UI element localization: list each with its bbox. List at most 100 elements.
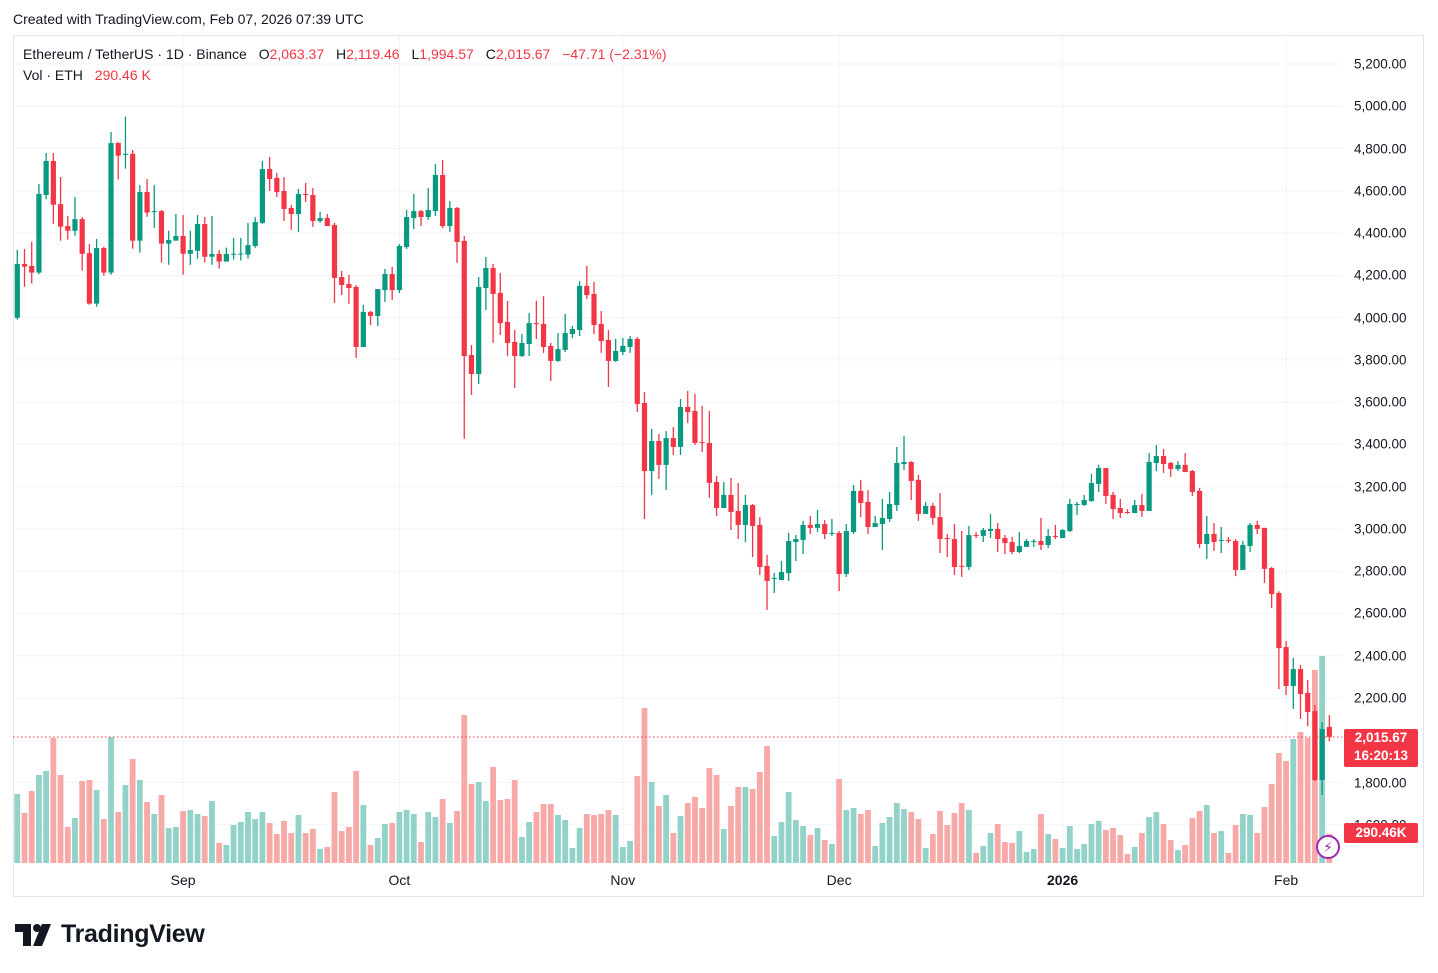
candle[interactable]: [194, 215, 201, 259]
candle[interactable]: [288, 204, 294, 230]
candle[interactable]: [1038, 517, 1044, 551]
candle[interactable]: [1081, 494, 1087, 506]
candle[interactable]: [245, 222, 251, 259]
candle[interactable]: [151, 185, 157, 228]
candle[interactable]: [930, 502, 936, 525]
candle[interactable]: [346, 274, 352, 305]
candle[interactable]: [591, 281, 597, 335]
candle[interactable]: [1132, 499, 1138, 514]
candle[interactable]: [1002, 535, 1008, 555]
candle[interactable]: [814, 509, 821, 533]
candle[interactable]: [1269, 566, 1275, 608]
candle[interactable]: [886, 491, 893, 522]
candle[interactable]: [21, 248, 28, 287]
candle[interactable]: [533, 300, 539, 339]
candle[interactable]: [562, 314, 568, 353]
candle[interactable]: [324, 214, 330, 227]
candle[interactable]: [937, 492, 943, 554]
candle[interactable]: [1031, 539, 1037, 547]
candle[interactable]: [649, 428, 655, 495]
candle[interactable]: [267, 156, 273, 192]
candle[interactable]: [836, 531, 842, 592]
candle[interactable]: [303, 182, 309, 202]
candle[interactable]: [555, 333, 561, 362]
candle[interactable]: [620, 337, 626, 356]
candle[interactable]: [980, 527, 986, 543]
candle[interactable]: [1204, 516, 1210, 559]
candle[interactable]: [1211, 523, 1217, 551]
candle[interactable]: [504, 300, 511, 357]
candle[interactable]: [757, 517, 763, 575]
candle[interactable]: [685, 390, 691, 424]
candle[interactable]: [1233, 539, 1239, 577]
candle[interactable]: [101, 246, 107, 276]
candle[interactable]: [829, 518, 835, 536]
candle[interactable]: [1103, 468, 1109, 504]
candle[interactable]: [223, 247, 229, 262]
candle[interactable]: [901, 435, 907, 470]
candle[interactable]: [1297, 665, 1304, 719]
candle[interactable]: [137, 185, 143, 253]
candle[interactable]: [735, 483, 741, 540]
candle[interactable]: [1023, 539, 1030, 547]
candle[interactable]: [1175, 461, 1181, 472]
candle[interactable]: [1153, 445, 1159, 472]
candle[interactable]: [577, 281, 583, 336]
candle[interactable]: [699, 405, 705, 453]
candle[interactable]: [713, 475, 720, 517]
candle[interactable]: [238, 237, 244, 261]
candle[interactable]: [865, 490, 871, 534]
candle[interactable]: [1319, 722, 1325, 795]
candle[interactable]: [1326, 715, 1332, 742]
candle[interactable]: [519, 334, 525, 357]
candle[interactable]: [1088, 473, 1095, 502]
candle[interactable]: [317, 211, 323, 223]
candle[interactable]: [72, 196, 78, 236]
candle[interactable]: [1096, 464, 1102, 492]
candle[interactable]: [65, 215, 71, 240]
candle[interactable]: [1009, 536, 1015, 555]
candle[interactable]: [879, 498, 885, 551]
candle[interactable]: [418, 210, 424, 227]
candle[interactable]: [641, 391, 648, 519]
candle[interactable]: [548, 342, 554, 381]
candle[interactable]: [36, 184, 42, 275]
candle[interactable]: [656, 434, 662, 480]
candle[interactable]: [778, 561, 785, 581]
candle[interactable]: [915, 475, 922, 521]
candle[interactable]: [627, 335, 633, 353]
candle[interactable]: [122, 116, 129, 169]
candle[interactable]: [1290, 658, 1296, 709]
candle[interactable]: [944, 533, 950, 558]
candle[interactable]: [295, 188, 302, 233]
candle[interactable]: [483, 256, 489, 310]
candle[interactable]: [360, 304, 366, 347]
candle[interactable]: [367, 311, 374, 325]
candle[interactable]: [692, 393, 698, 446]
candle[interactable]: [1254, 520, 1260, 534]
candle[interactable]: [281, 177, 287, 222]
candle[interactable]: [728, 477, 734, 530]
candle[interactable]: [396, 244, 402, 294]
candle[interactable]: [634, 337, 640, 413]
candle[interactable]: [440, 159, 446, 228]
candle[interactable]: [908, 461, 914, 500]
candle[interactable]: [454, 207, 460, 263]
candle[interactable]: [973, 532, 979, 539]
lightning-bolt-icon[interactable]: ⚡: [1316, 835, 1340, 859]
candle[interactable]: [786, 532, 792, 581]
candle[interactable]: [1247, 523, 1253, 552]
candle[interactable]: [987, 513, 994, 539]
candle[interactable]: [605, 330, 612, 387]
candle[interactable]: [800, 520, 806, 555]
candle[interactable]: [1045, 528, 1051, 548]
candle[interactable]: [425, 188, 431, 220]
candle[interactable]: [1110, 491, 1116, 519]
candle[interactable]: [822, 520, 828, 540]
candle[interactable]: [1160, 449, 1167, 473]
candle[interactable]: [706, 411, 712, 498]
candle[interactable]: [476, 277, 482, 384]
candle[interactable]: [43, 152, 49, 200]
candle[interactable]: [230, 237, 237, 260]
